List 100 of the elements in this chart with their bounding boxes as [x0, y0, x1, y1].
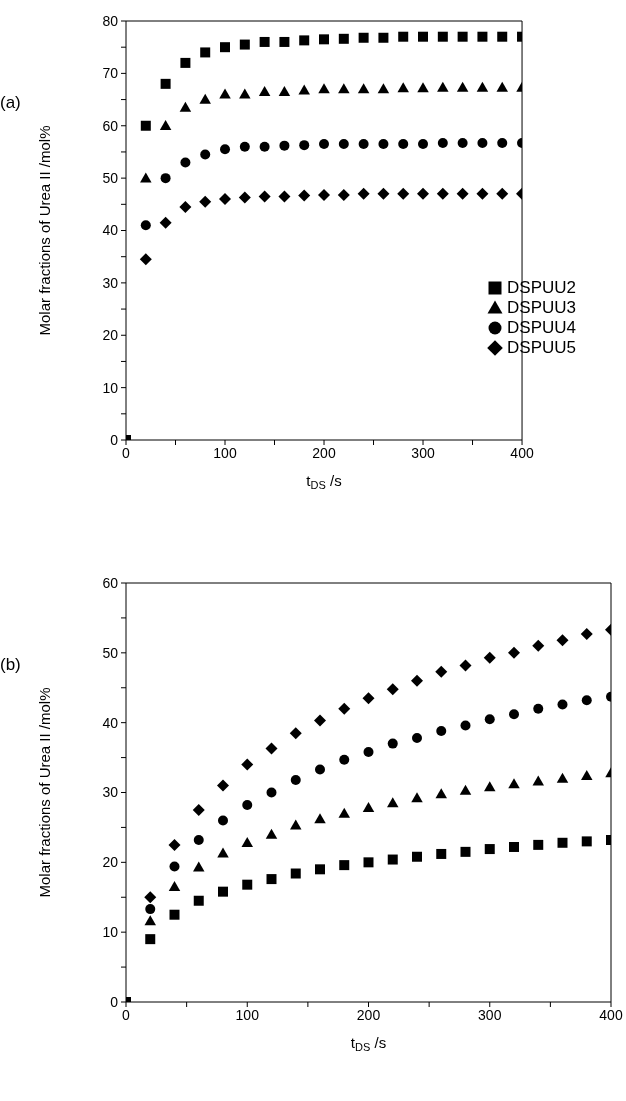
point [418, 139, 429, 150]
point [476, 81, 489, 92]
point [180, 57, 191, 68]
point [476, 187, 489, 200]
point [290, 868, 301, 879]
point [144, 915, 156, 926]
point [339, 754, 350, 765]
point [319, 139, 330, 150]
point [290, 819, 302, 830]
point [299, 35, 310, 46]
point [193, 895, 204, 906]
y-tick-label: 30 [102, 274, 119, 291]
point [265, 828, 278, 839]
point [159, 216, 172, 229]
point [358, 139, 369, 150]
point [456, 187, 469, 200]
point [418, 31, 429, 42]
point [509, 709, 519, 720]
y-tick-label: 10 [102, 924, 119, 941]
point [299, 140, 310, 151]
y-tick-label: 20 [102, 854, 119, 871]
point [290, 774, 301, 785]
point [238, 191, 251, 204]
point [460, 720, 471, 731]
x-tick-label: 200 [312, 444, 336, 461]
point [417, 82, 429, 93]
x-tick-label: 400 [510, 444, 534, 461]
point [278, 85, 291, 96]
point [337, 188, 350, 201]
point [378, 32, 389, 43]
point [199, 195, 212, 208]
point [456, 81, 469, 92]
point [140, 220, 151, 231]
point [398, 139, 409, 150]
point [242, 800, 253, 811]
point [314, 813, 326, 824]
point [556, 634, 569, 647]
point [160, 78, 171, 89]
point [160, 173, 171, 184]
point [259, 36, 270, 47]
point [497, 138, 508, 149]
point [496, 81, 508, 92]
point [556, 772, 569, 783]
point [484, 781, 496, 792]
point [484, 844, 495, 855]
point [532, 775, 544, 786]
y-tick-label: 40 [102, 714, 119, 731]
legend-label: DSPUU5 [507, 338, 576, 358]
point [258, 190, 271, 203]
y-tick-label: 50 [102, 170, 119, 187]
point [220, 42, 231, 53]
y-tick-label: 0 [110, 431, 119, 448]
point [239, 88, 251, 99]
point [508, 646, 520, 659]
point [242, 879, 253, 890]
y-axis-title: Molar fractions of Urea II /mol% [36, 125, 53, 336]
point [192, 803, 205, 816]
point [180, 157, 191, 168]
point [217, 779, 229, 792]
point [220, 144, 231, 155]
point [417, 187, 430, 200]
point [140, 172, 152, 183]
point [533, 839, 544, 850]
point [436, 187, 449, 200]
point [219, 88, 231, 99]
legend-label: DSPUU3 [507, 298, 576, 318]
point [298, 189, 311, 202]
point [200, 47, 211, 58]
point [581, 769, 593, 780]
point [266, 874, 277, 885]
point [387, 854, 398, 865]
point [484, 714, 495, 725]
y-axis-title: Molar fractions of Urea II /mol% [36, 687, 53, 898]
point [357, 187, 370, 200]
point [219, 193, 232, 206]
legend-label: DSPUU4 [507, 318, 576, 338]
x-tick-label: 0 [122, 444, 131, 461]
point [144, 891, 157, 904]
point [387, 797, 399, 808]
y-tick-label: 40 [102, 222, 119, 239]
y-tick-label: 60 [102, 574, 119, 591]
point [339, 860, 350, 871]
point [378, 139, 389, 150]
point [436, 848, 447, 859]
x-tick-label: 300 [411, 444, 435, 461]
point [168, 838, 181, 851]
point [398, 31, 409, 42]
x-axis-title: t$_{DS}$ /s [350, 1034, 387, 1054]
x-axis-title: t$_{DS}$ /s [306, 472, 342, 492]
point [266, 787, 277, 798]
point [145, 934, 156, 945]
point [279, 140, 290, 151]
x-tick-label: 100 [213, 444, 237, 461]
point [338, 83, 350, 94]
point [533, 703, 544, 714]
point [168, 881, 181, 892]
y-tick-label: 70 [102, 65, 119, 82]
point [318, 188, 331, 201]
point [319, 34, 330, 45]
point [497, 31, 508, 42]
